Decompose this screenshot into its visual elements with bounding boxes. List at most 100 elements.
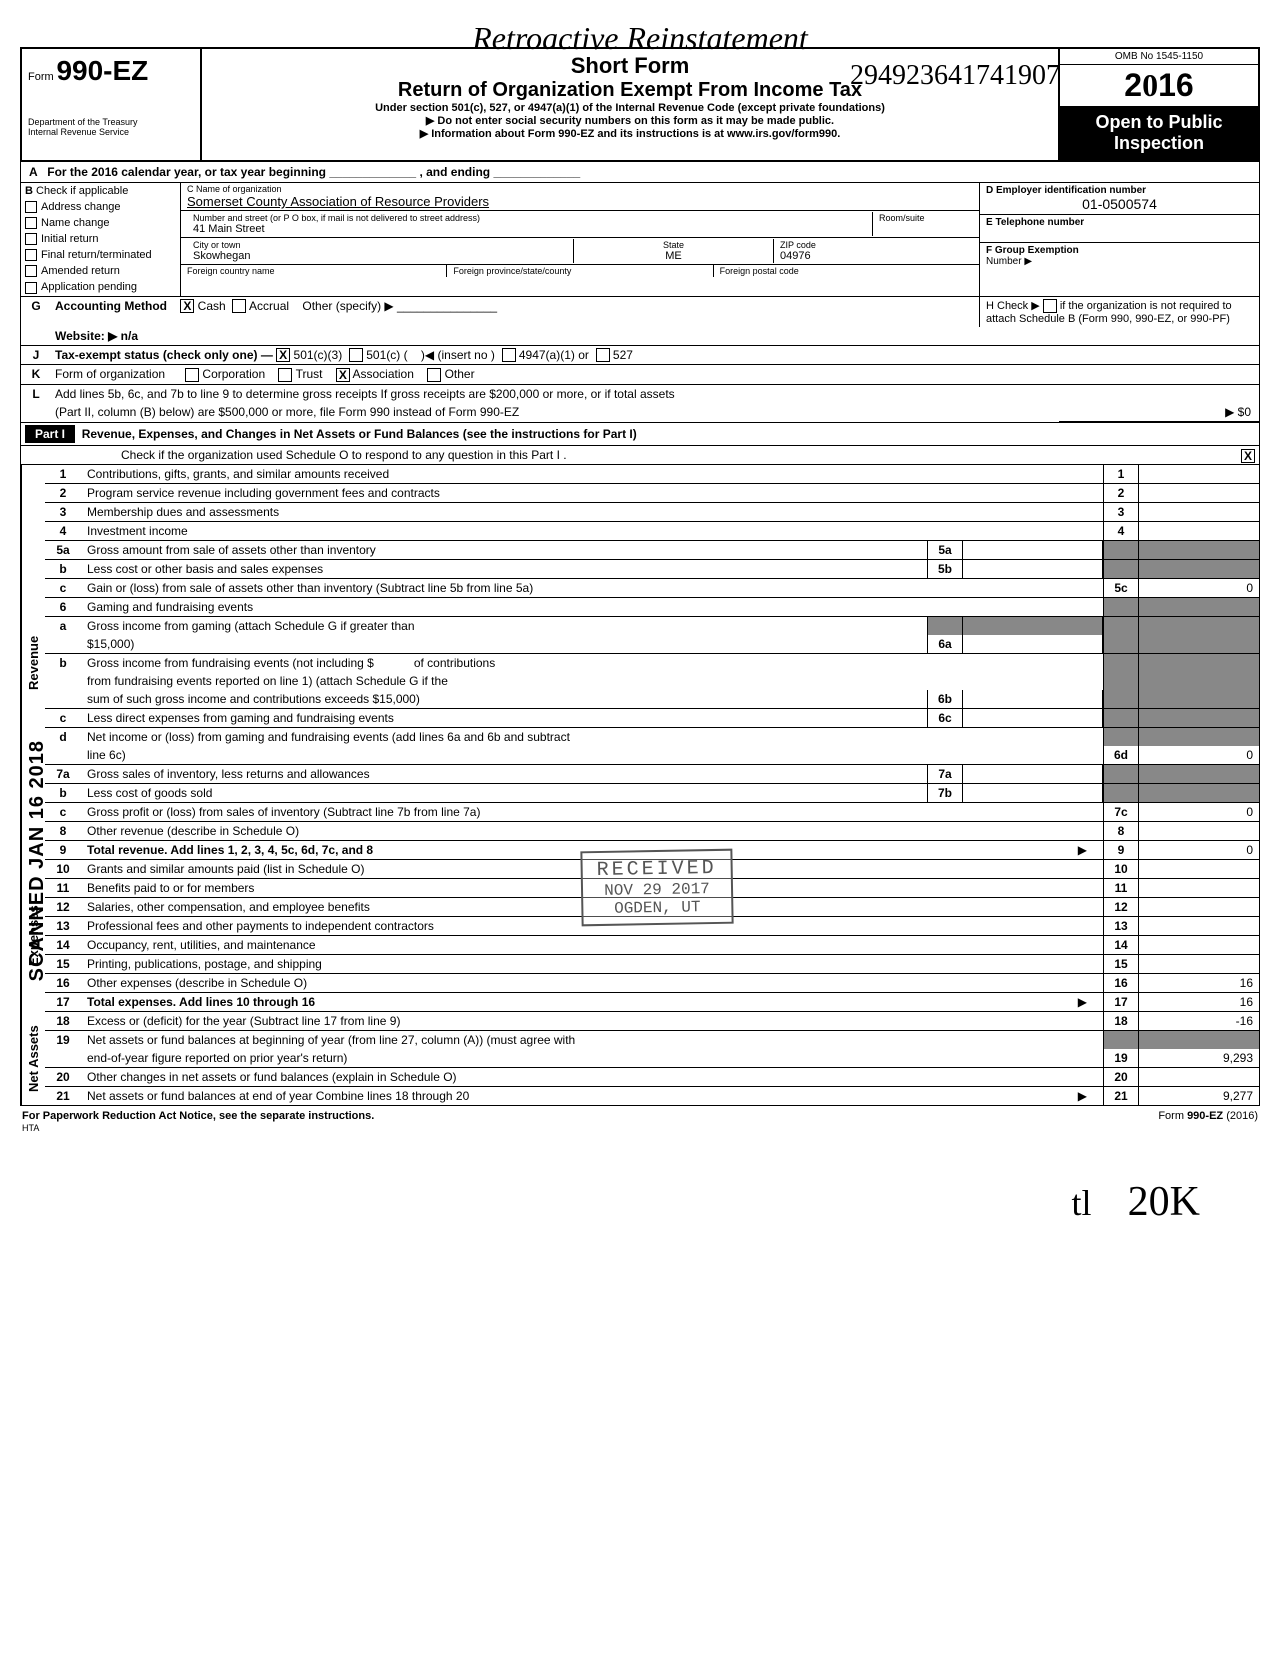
form-prefix: Form [28, 71, 54, 83]
line-g-label: Accounting Method [55, 299, 167, 313]
line-6d2: line 6c) [81, 746, 1103, 764]
subtitle-3: ▶ Information about Form 990-EZ and its … [212, 127, 1048, 140]
row-a: A For the 2016 calendar year, or tax yea… [20, 162, 1260, 183]
line-20: Other changes in net assets or fund bala… [81, 1068, 1103, 1086]
line-18: Excess or (deficit) for the year (Subtra… [81, 1012, 1103, 1030]
chk-trust[interactable] [278, 368, 292, 382]
line-6b3: sum of such gross income and contributio… [81, 690, 927, 708]
line-3: Membership dues and assessments [81, 503, 1103, 521]
line-7c: Gross profit or (loss) from sales of inv… [81, 803, 1103, 821]
received-stamp: RECEIVED NOV 29 2017 OGDEN, UT [580, 849, 733, 927]
chk-schedule-o[interactable]: X [1241, 449, 1255, 463]
line-6d1: Net income or (loss) from gaming and fun… [81, 728, 1103, 746]
dln-number: 294923641741907 [850, 60, 1060, 92]
omb-number: OMB No 1545-1150 [1060, 49, 1258, 65]
line-1: Contributions, gifts, grants, and simila… [81, 465, 1103, 483]
chk-501c[interactable] [349, 348, 363, 362]
line-6a1: Gross income from gaming (attach Schedul… [81, 617, 927, 635]
line-17: Total expenses. Add lines 10 through 16 [87, 995, 315, 1009]
ein-label: D Employer identification number [986, 185, 1253, 196]
chk-corp[interactable] [185, 368, 199, 382]
initial-2: 20K [1128, 1179, 1200, 1225]
open-public-1: Open to Public [1064, 112, 1254, 133]
chk-assoc[interactable]: X [336, 368, 350, 382]
chk-4947[interactable] [502, 348, 516, 362]
line-l-value: 0 [1244, 405, 1251, 419]
col-b-header: Check if applicable [36, 185, 128, 197]
chk-address[interactable] [25, 201, 37, 213]
line-k-label: Form of organization [55, 367, 165, 381]
line-6b1: Gross income from fundraising events (no… [87, 656, 374, 670]
chk-501c3[interactable]: X [276, 348, 290, 362]
line-8: Other revenue (describe in Schedule O) [81, 822, 1103, 840]
part1-check-text: Check if the organization used Schedule … [121, 448, 567, 462]
line-6a2: $15,000) [81, 635, 927, 653]
dept-2: Internal Revenue Service [28, 127, 194, 137]
name-label: C Name of organization [187, 184, 973, 194]
line-19b: end-of-year figure reported on prior yea… [81, 1049, 1103, 1067]
street-value: 41 Main Street [193, 223, 866, 235]
line-7b: Less cost of goods sold [81, 784, 927, 802]
form-footer: Form 990-EZ (2016) [1158, 1110, 1258, 1134]
chk-final[interactable] [25, 249, 37, 261]
subtitle-2: ▶ Do not enter social security numbers o… [212, 114, 1048, 127]
tax-year: 2016 [1060, 65, 1258, 106]
line-4: Investment income [81, 522, 1103, 540]
foreign-state-label: Foreign province/state/county [453, 266, 571, 276]
chk-name[interactable] [25, 217, 37, 229]
section-bc: B Check if applicable Address change Nam… [20, 183, 1260, 297]
paperwork-notice: For Paperwork Reduction Act Notice, see … [22, 1110, 374, 1122]
ein-value: 01-0500574 [986, 196, 1253, 212]
line-5c: Gain or (loss) from sale of assets other… [81, 579, 1103, 597]
chk-cash[interactable]: X [180, 299, 194, 313]
line-5b: Less cost or other basis and sales expen… [81, 560, 927, 578]
chk-527[interactable] [596, 348, 610, 362]
chk-initial[interactable] [25, 233, 37, 245]
line-15: Printing, publications, postage, and shi… [81, 955, 1103, 973]
street-label: Number and street (or P O box, if mail i… [193, 213, 866, 223]
netassets-label: Net Assets [21, 1012, 45, 1105]
chk-other-org[interactable] [427, 368, 441, 382]
line-14: Occupancy, rent, utilities, and maintena… [81, 936, 1103, 954]
initial-1: tl [1072, 1183, 1092, 1223]
website: Website: ▶ n/a [55, 329, 138, 343]
foreign-country-label: Foreign country name [187, 266, 275, 276]
phone-label: E Telephone number [986, 217, 1253, 228]
line-7a: Gross sales of inventory, less returns a… [81, 765, 927, 783]
open-public-2: Inspection [1064, 133, 1254, 154]
dept-1: Department of the Treasury [28, 117, 194, 127]
foreign-postal-label: Foreign postal code [720, 266, 799, 276]
line-5a: Gross amount from sale of assets other t… [81, 541, 927, 559]
line-9: Total revenue. Add lines 1, 2, 3, 4, 5c,… [87, 843, 373, 857]
org-name: Somerset County Association of Resource … [187, 194, 973, 209]
state-label: State [580, 240, 767, 250]
subtitle-1: Under section 501(c), 527, or 4947(a)(1)… [212, 102, 1048, 114]
line-6: Gaming and fundraising events [81, 598, 1103, 616]
chk-pending[interactable] [25, 282, 37, 294]
line-h-label: H Check ▶ [986, 300, 1040, 312]
line-6c: Less direct expenses from gaming and fun… [81, 709, 927, 727]
part1-title: Revenue, Expenses, and Changes in Net As… [82, 427, 637, 441]
city-value: Skowhegan [193, 250, 567, 262]
zip-value: 04976 [780, 250, 967, 262]
hta: HTA [22, 1123, 39, 1133]
city-label: City or town [193, 240, 567, 250]
line-2: Program service revenue including govern… [81, 484, 1103, 502]
line-l1: Add lines 5b, 6c, and 7b to line 9 to de… [51, 385, 1259, 403]
line-16: Other expenses (describe in Schedule O) [81, 974, 1103, 992]
group-label: F Group Exemption [986, 245, 1253, 256]
zip-label: ZIP code [780, 240, 967, 250]
room-label: Room/suite [879, 213, 967, 223]
chk-h[interactable] [1043, 299, 1057, 313]
scanned-stamp: SCANNED JAN 16 2018 [26, 740, 49, 981]
line-j-label: Tax-exempt status (check only one) — [55, 348, 273, 362]
form-number: 990-EZ [56, 55, 148, 86]
chk-accrual[interactable] [232, 299, 246, 313]
line-6b2: from fundraising events reported on line… [81, 672, 1103, 690]
line-19a: Net assets or fund balances at beginning… [81, 1031, 1103, 1049]
line-21: Net assets or fund balances at end of ye… [87, 1089, 469, 1103]
chk-amended[interactable] [25, 265, 37, 277]
group-sub: Number ▶ [986, 256, 1253, 267]
line-l2: (Part II, column (B) below) are $500,000… [55, 405, 519, 419]
part1-label: Part I [25, 425, 75, 443]
